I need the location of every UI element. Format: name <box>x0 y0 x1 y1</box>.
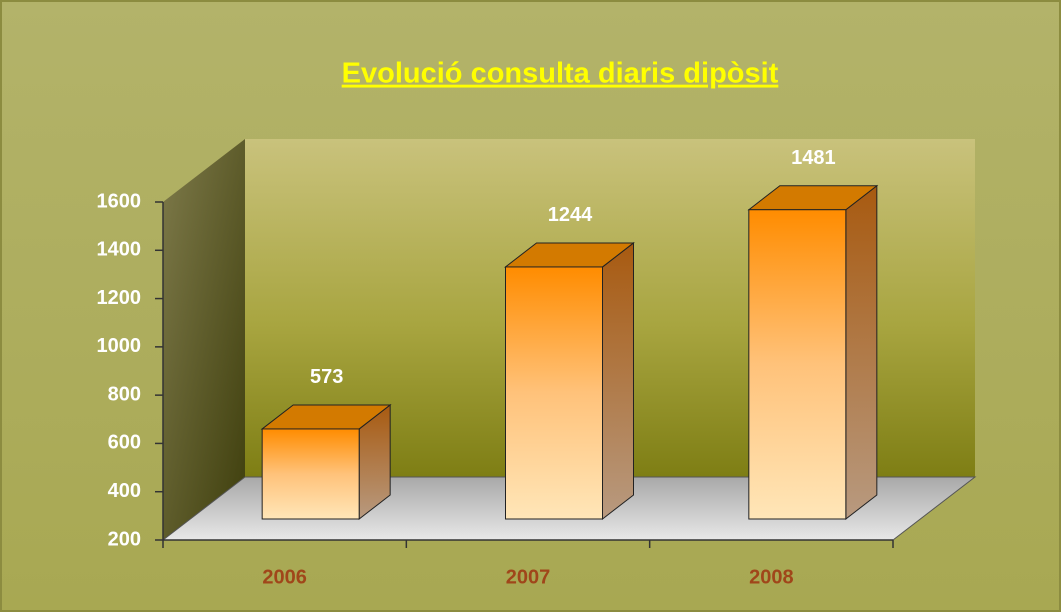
y-tick-label: 600 <box>108 432 141 454</box>
value-label: 573 <box>310 366 343 388</box>
bar <box>748 209 847 520</box>
value-label: 1244 <box>548 204 593 226</box>
y-tick-label: 1000 <box>97 335 142 357</box>
left-wall <box>163 139 245 540</box>
bar-side <box>845 184 878 521</box>
y-tick-label: 1600 <box>97 190 142 212</box>
y-tick-label: 400 <box>108 480 141 502</box>
y-tick-label: 1200 <box>97 287 142 309</box>
value-label: 1481 <box>791 147 836 169</box>
chart-title: Evolució consulta diaris dipòsit <box>342 58 779 90</box>
x-tick-label: 2007 <box>506 566 551 588</box>
bar-side <box>602 241 634 521</box>
bar <box>505 266 603 520</box>
y-tick-label: 800 <box>108 383 141 405</box>
y-tick-label: 200 <box>108 528 141 550</box>
bar <box>261 428 360 520</box>
y-tick-label: 1400 <box>97 239 142 261</box>
x-tick-label: 2006 <box>262 566 307 588</box>
x-tick-label: 2008 <box>749 566 794 588</box>
